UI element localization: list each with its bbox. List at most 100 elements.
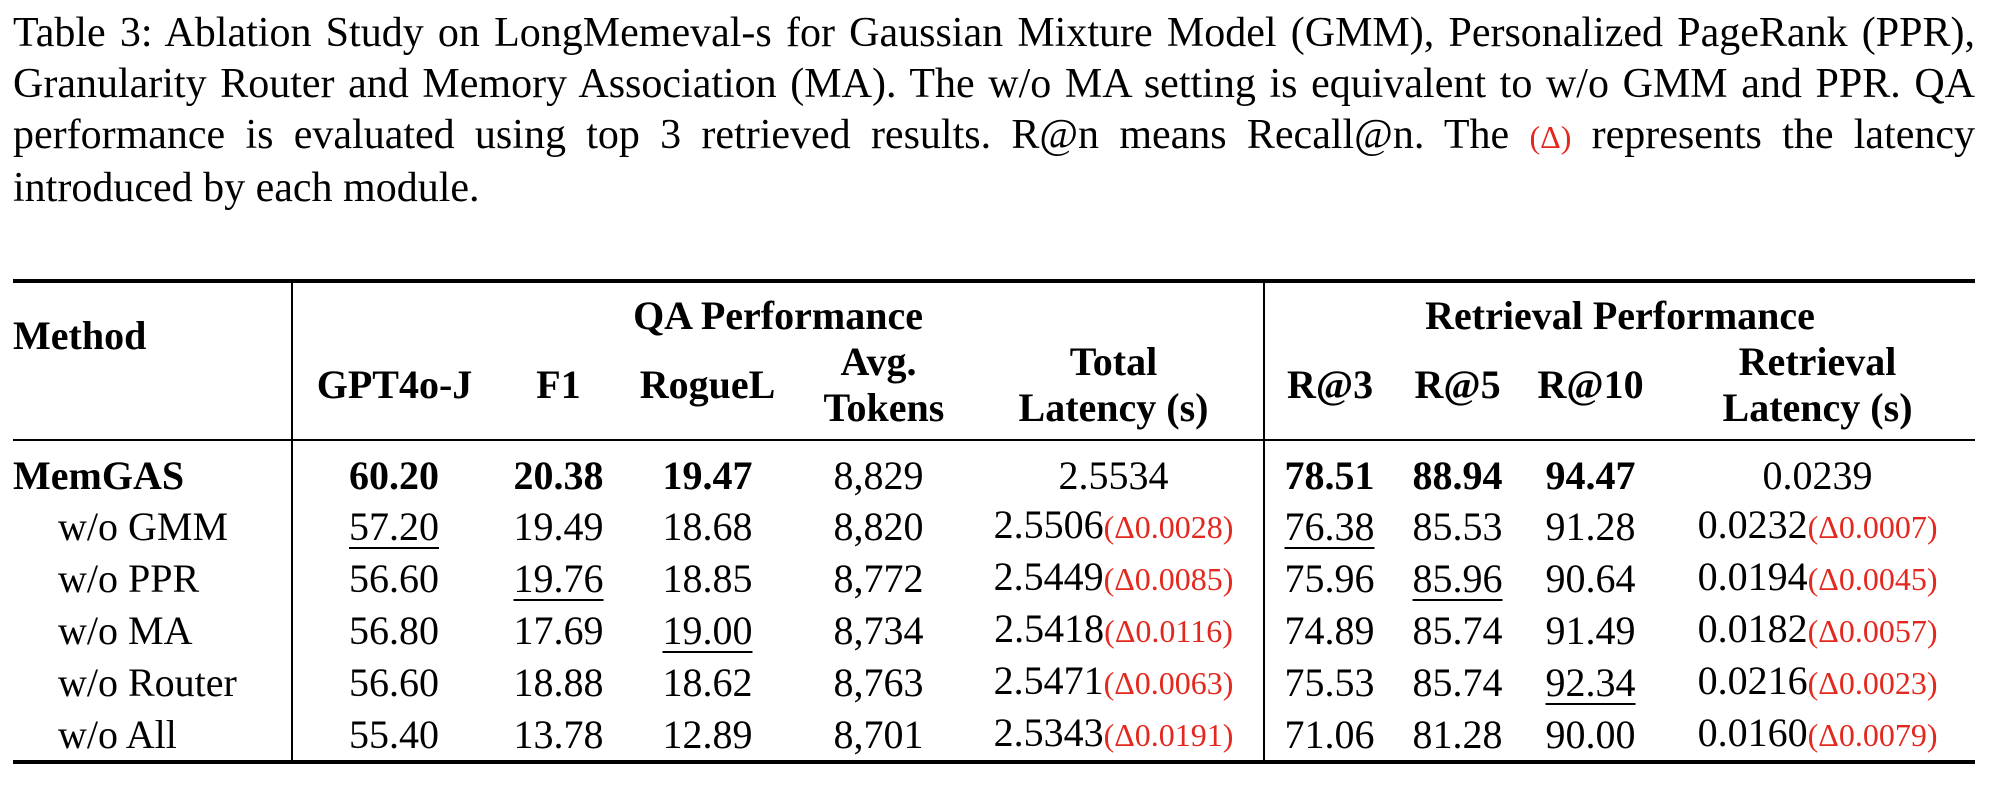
cell-value: 90.00 xyxy=(1545,711,1636,757)
column-header-text: F1 xyxy=(536,362,581,407)
value-cell: 2.5343(Δ0.0191) xyxy=(964,708,1265,764)
caption-text: Table 3: Ablation Study on LongMemeval-s… xyxy=(13,10,1975,158)
cell-value: 92.34 xyxy=(1545,659,1636,705)
cell-value: 2.5343 xyxy=(993,710,1104,755)
value-cell: 18.85 xyxy=(622,552,793,604)
value-cell: 0.0194(Δ0.0045) xyxy=(1660,552,1975,604)
latency-delta: (Δ0.0085) xyxy=(1103,561,1234,597)
caption-delta: (Δ) xyxy=(1529,119,1572,155)
table-row: w/o Router 56.60 18.88 18.62 8,763 2.5471(Δ0.… xyxy=(13,656,1975,708)
column-header-text: Retrieval Latency (s) xyxy=(1722,339,1913,430)
cell-value: 56.60 xyxy=(349,659,439,705)
cell-value: 76.38 xyxy=(1284,503,1375,549)
group-header: Retrieval Performance xyxy=(1263,279,1976,339)
group-header: QA Performance xyxy=(290,279,1265,339)
cell-value: 8,701 xyxy=(833,711,924,757)
table-row: w/o GMM 57.20 19.49 18.68 8,820 2.5506(Δ0.002… xyxy=(13,500,1975,552)
method-header: Method xyxy=(13,279,292,441)
cell-value: 8,820 xyxy=(833,503,924,549)
value-cell: 76.38 xyxy=(1263,500,1395,552)
cell-value: 18.85 xyxy=(662,555,753,601)
cell-value: 8,734 xyxy=(833,607,924,653)
value-cell: 8,734 xyxy=(793,604,964,656)
value-cell: 94.47 xyxy=(1521,440,1660,500)
value-cell: 90.00 xyxy=(1521,708,1661,764)
value-cell: 8,772 xyxy=(793,552,964,604)
value-cell: 56.60 xyxy=(291,656,495,708)
value-cell: 56.80 xyxy=(291,604,495,656)
value-cell: 0.0232(Δ0.0007) xyxy=(1660,500,1975,552)
method-cell: w/o PPR xyxy=(58,555,200,601)
column-header-text: R@3 xyxy=(1286,362,1374,407)
cell-value: 2.5506 xyxy=(993,502,1104,547)
cell-value: 85.74 xyxy=(1412,659,1503,705)
table-row: w/o MA 56.80 17.69 19.00 8,734 2.5418(Δ0.0116… xyxy=(13,604,1975,656)
latency-delta: (Δ0.0028) xyxy=(1103,509,1234,545)
latency-delta: (Δ0.0057) xyxy=(1807,613,1938,649)
cell-value: 19.76 xyxy=(513,555,604,601)
latency-delta: (Δ0.0023) xyxy=(1807,665,1938,701)
value-cell: 18.88 xyxy=(495,656,622,708)
value-cell: 19.00 xyxy=(622,604,793,656)
latency-delta: (Δ0.0045) xyxy=(1807,561,1938,597)
value-cell: 81.28 xyxy=(1394,708,1522,764)
latency-delta: (Δ0.0116) xyxy=(1104,613,1233,649)
value-cell: 18.62 xyxy=(622,656,793,708)
cell-value: 2.5418 xyxy=(994,606,1105,651)
value-cell: 8,763 xyxy=(793,656,964,708)
cell-value: 0.0239 xyxy=(1762,453,1873,498)
cell-value: 8,772 xyxy=(833,555,924,601)
cell-value: 94.47 xyxy=(1545,453,1636,498)
value-cell: 8,829 xyxy=(793,440,964,500)
cell-value: 71.06 xyxy=(1284,711,1375,757)
value-cell: 55.40 xyxy=(291,708,495,764)
value-cell: 2.5471(Δ0.0063) xyxy=(964,656,1264,708)
value-cell: 92.34 xyxy=(1521,656,1660,708)
cell-value: 18.88 xyxy=(513,659,604,705)
value-cell: 2.5418(Δ0.0116) xyxy=(964,604,1264,656)
method-cell: w/o All xyxy=(13,708,292,764)
value-cell: 88.94 xyxy=(1394,440,1521,500)
cell-value: 78.51 xyxy=(1284,453,1375,498)
value-cell: 56.60 xyxy=(291,552,495,604)
cell-value: 55.40 xyxy=(349,711,439,757)
cell-value: 0.0160 xyxy=(1697,710,1808,755)
value-cell: 74.89 xyxy=(1263,604,1395,656)
caption-text: represents the latency introduced by eac… xyxy=(13,112,1975,211)
cell-value: 20.38 xyxy=(513,453,604,498)
cell-value: 85.74 xyxy=(1412,607,1503,653)
cell-value: 18.62 xyxy=(662,659,753,705)
cell-value: 2.5449 xyxy=(993,554,1104,599)
cell-value: 75.53 xyxy=(1284,659,1375,705)
cell-value: 0.0216 xyxy=(1697,658,1808,703)
cell-value: 81.28 xyxy=(1412,711,1503,757)
value-cell: 18.68 xyxy=(622,500,793,552)
column-header-text: RogueL xyxy=(639,362,776,407)
cell-value: 88.94 xyxy=(1412,453,1503,498)
value-cell: 91.49 xyxy=(1521,604,1660,656)
cell-value: 91.49 xyxy=(1545,607,1636,653)
table-row: w/o PPR 56.60 19.76 18.85 8,772 2.5449(Δ0.008… xyxy=(13,552,1975,604)
cell-value: 2.5534 xyxy=(1058,453,1169,498)
cell-value: 17.69 xyxy=(513,607,604,653)
value-cell: 0.0216(Δ0.0023) xyxy=(1660,656,1975,708)
column-header: R@3 xyxy=(1263,339,1395,441)
value-cell: 85.53 xyxy=(1394,500,1521,552)
cell-value: 19.00 xyxy=(662,607,753,653)
latency-delta: (Δ0.0079) xyxy=(1807,717,1938,753)
value-cell: 90.64 xyxy=(1521,552,1660,604)
latency-delta: (Δ0.0063) xyxy=(1103,665,1234,701)
cell-value: 56.60 xyxy=(349,555,439,601)
value-cell: 12.89 xyxy=(622,708,793,764)
column-header-text: Avg. Tokens xyxy=(823,339,945,430)
cell-value: 19.47 xyxy=(662,453,753,498)
cell-value: 13.78 xyxy=(513,711,604,757)
value-cell: 20.38 xyxy=(495,440,622,500)
latency-delta: (Δ0.0191) xyxy=(1103,717,1234,753)
value-cell: 8,820 xyxy=(793,500,964,552)
column-header: Retrieval Latency (s) xyxy=(1660,339,1976,441)
cell-value: 56.80 xyxy=(349,607,439,653)
table-row: w/o All 55.40 13.78 12.89 8,701 2.5343(Δ0.019… xyxy=(13,708,1976,764)
cell-value: 57.20 xyxy=(349,503,439,549)
